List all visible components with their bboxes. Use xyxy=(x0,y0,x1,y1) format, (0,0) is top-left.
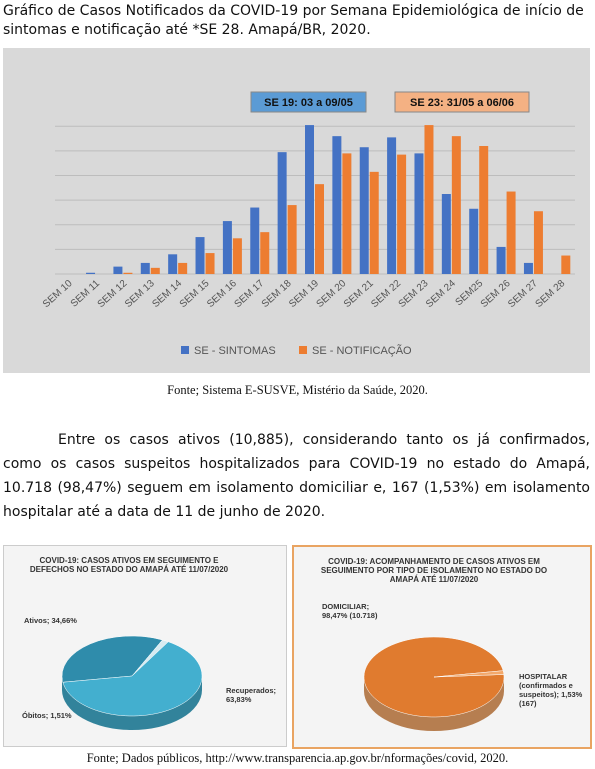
annotation: SE 19: 03 a 09/05 xyxy=(264,97,353,109)
paragraph: Entre os casos ativos (10,885), consider… xyxy=(3,432,590,520)
legend-label: SE - SINTOMAS xyxy=(194,345,276,357)
bar xyxy=(305,125,314,274)
bar xyxy=(178,262,188,274)
pie-panel: COVID-19: ACOMPANHAMENTO DE CASOS ATIVOS… xyxy=(292,545,592,749)
pie-label: HOSPITALAR (confirmados e suspeitos); 1,… xyxy=(519,672,583,708)
pie-label: Ativos; 34,66% xyxy=(24,616,77,625)
legend-swatch xyxy=(181,346,189,354)
pie-label: Recuperados; 63,83% xyxy=(226,686,277,704)
heading: Gráfico de Casos Notificados da COVID-19… xyxy=(3,3,584,38)
bar xyxy=(523,262,533,274)
source: Fonte; Dados públicos, http://www.transp… xyxy=(86,751,509,765)
pie-label: Óbitos; 1,51% xyxy=(22,711,72,720)
bar xyxy=(195,237,205,274)
bar xyxy=(150,267,160,274)
pie-title: COVID-19: ACOMPANHAMENTO DE CASOS ATIVOS… xyxy=(320,557,548,584)
bar xyxy=(222,221,232,274)
bar xyxy=(168,254,178,274)
pie xyxy=(61,635,203,730)
bar xyxy=(469,208,479,274)
legend-label: SE - NOTIFICAÇÃO xyxy=(312,344,412,357)
bar xyxy=(561,255,571,274)
bar xyxy=(451,136,461,274)
bar xyxy=(123,272,133,274)
source: Fonte; Sistema E-SUSVE, Mistério da Saúd… xyxy=(167,383,428,397)
pie-slice xyxy=(61,635,163,683)
pie-label: DOMICILIAR; 98,47% (10.718) xyxy=(322,602,378,620)
bar xyxy=(205,253,215,274)
legend-swatch xyxy=(299,346,307,354)
pie xyxy=(363,636,505,731)
bar xyxy=(86,272,96,274)
bar xyxy=(397,154,407,274)
bar xyxy=(332,136,342,274)
pie-slice xyxy=(62,641,203,717)
annotation: SE 23: 31/05 a 06/06 xyxy=(410,97,514,109)
bar xyxy=(315,184,324,274)
bar xyxy=(496,246,506,274)
bar xyxy=(414,153,424,274)
bar xyxy=(287,205,297,274)
bar xyxy=(342,153,352,274)
bar xyxy=(441,194,451,274)
bar xyxy=(277,152,287,274)
bar xyxy=(140,262,150,274)
bar xyxy=(479,146,489,274)
bar xyxy=(260,232,270,274)
bar xyxy=(533,211,543,274)
bar xyxy=(232,238,242,274)
bar xyxy=(113,266,123,274)
bar xyxy=(387,137,397,274)
annotation-box xyxy=(394,91,530,113)
bar xyxy=(369,171,379,274)
bar xyxy=(250,207,260,274)
pie-slice xyxy=(433,670,505,678)
pie-title: COVID-19: CASOS ATIVOS EM SEGUIMENTO E D… xyxy=(29,556,229,574)
bar xyxy=(506,191,516,274)
annotation-box xyxy=(250,91,367,113)
bar xyxy=(359,147,369,274)
pie-panel: COVID-19: CASOS ATIVOS EM SEGUIMENTO E D… xyxy=(3,545,287,747)
bar xyxy=(424,125,434,274)
